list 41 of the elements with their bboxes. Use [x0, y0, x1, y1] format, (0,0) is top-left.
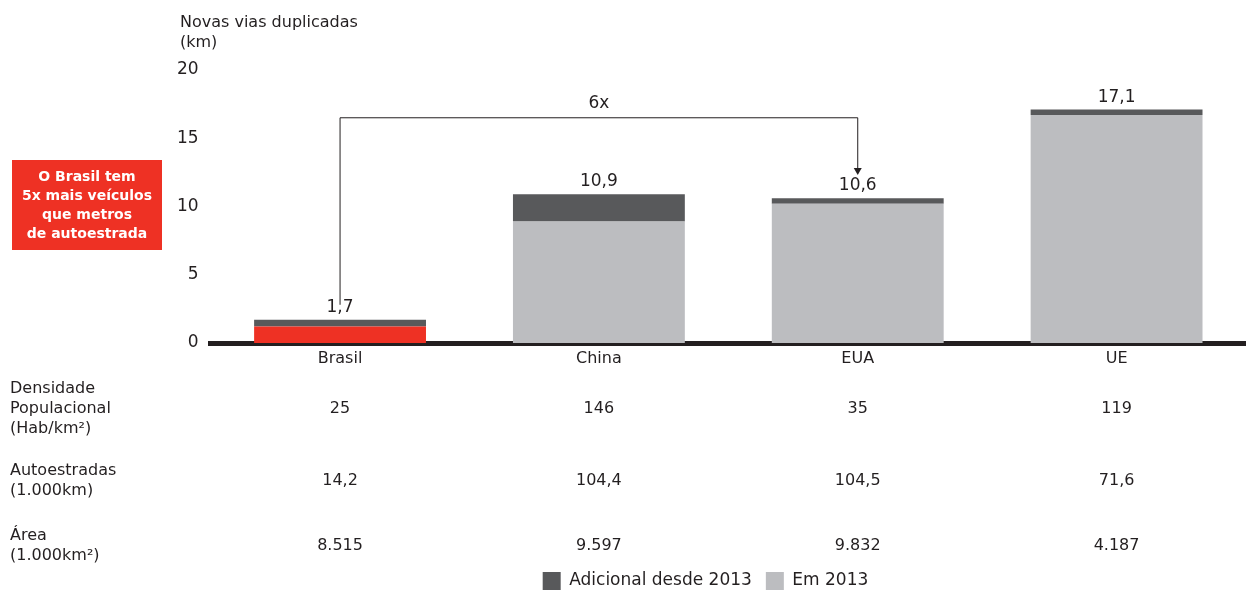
y-axis-title: Novas vias duplicadas (km) [180, 12, 358, 52]
y-tick-label: 15 [176, 126, 199, 147]
text: 35 [847, 398, 868, 418]
text: Densidade Populacional (Hab/km²) [10, 378, 111, 438]
text: 104,4 [575, 470, 622, 490]
x-tick-label: EUA [841, 347, 875, 367]
legend-label: Adicional desde 2013 [569, 569, 752, 590]
bar [512, 221, 685, 343]
bar [1030, 115, 1203, 343]
y-tick-label: 0 [187, 331, 199, 352]
text: 14,2 [322, 470, 358, 490]
text: 4.187 [1093, 535, 1140, 555]
bar [254, 326, 426, 343]
annotation: 6x [588, 91, 610, 112]
bar [1030, 109, 1203, 116]
total-label: 10,6 [838, 174, 877, 195]
y-tick-label: 20 [176, 58, 199, 79]
total-label: 17,1 [1097, 85, 1136, 106]
bar [512, 194, 685, 222]
x-tick-label: UE [1105, 347, 1128, 367]
text: Autoestradas (1.000km) [10, 460, 117, 500]
y-tick-label: 5 [187, 263, 199, 284]
text: 8.515 [317, 535, 363, 555]
text: 71,6 [1098, 470, 1135, 490]
text: Área (1.000km²) [10, 525, 100, 565]
total-label: 1,7 [326, 295, 354, 316]
text: 104,5 [834, 470, 881, 490]
text: 146 [583, 398, 615, 418]
bar [771, 198, 944, 204]
x-tick-label: China [576, 347, 622, 367]
text: O Brasil tem 5x mais veículos que metros de autoestrada [12, 160, 162, 250]
y-tick-label: 10 [176, 194, 199, 215]
text: 9.832 [834, 535, 881, 555]
legend-label: Em 2013 [792, 569, 869, 590]
total-label: 10,9 [579, 170, 618, 191]
text: 9.597 [575, 535, 622, 555]
text: 119 [1101, 398, 1132, 418]
bar [771, 203, 944, 343]
x-tick-label: Brasil [317, 347, 363, 367]
bar [254, 319, 426, 327]
text: 25 [329, 398, 351, 418]
